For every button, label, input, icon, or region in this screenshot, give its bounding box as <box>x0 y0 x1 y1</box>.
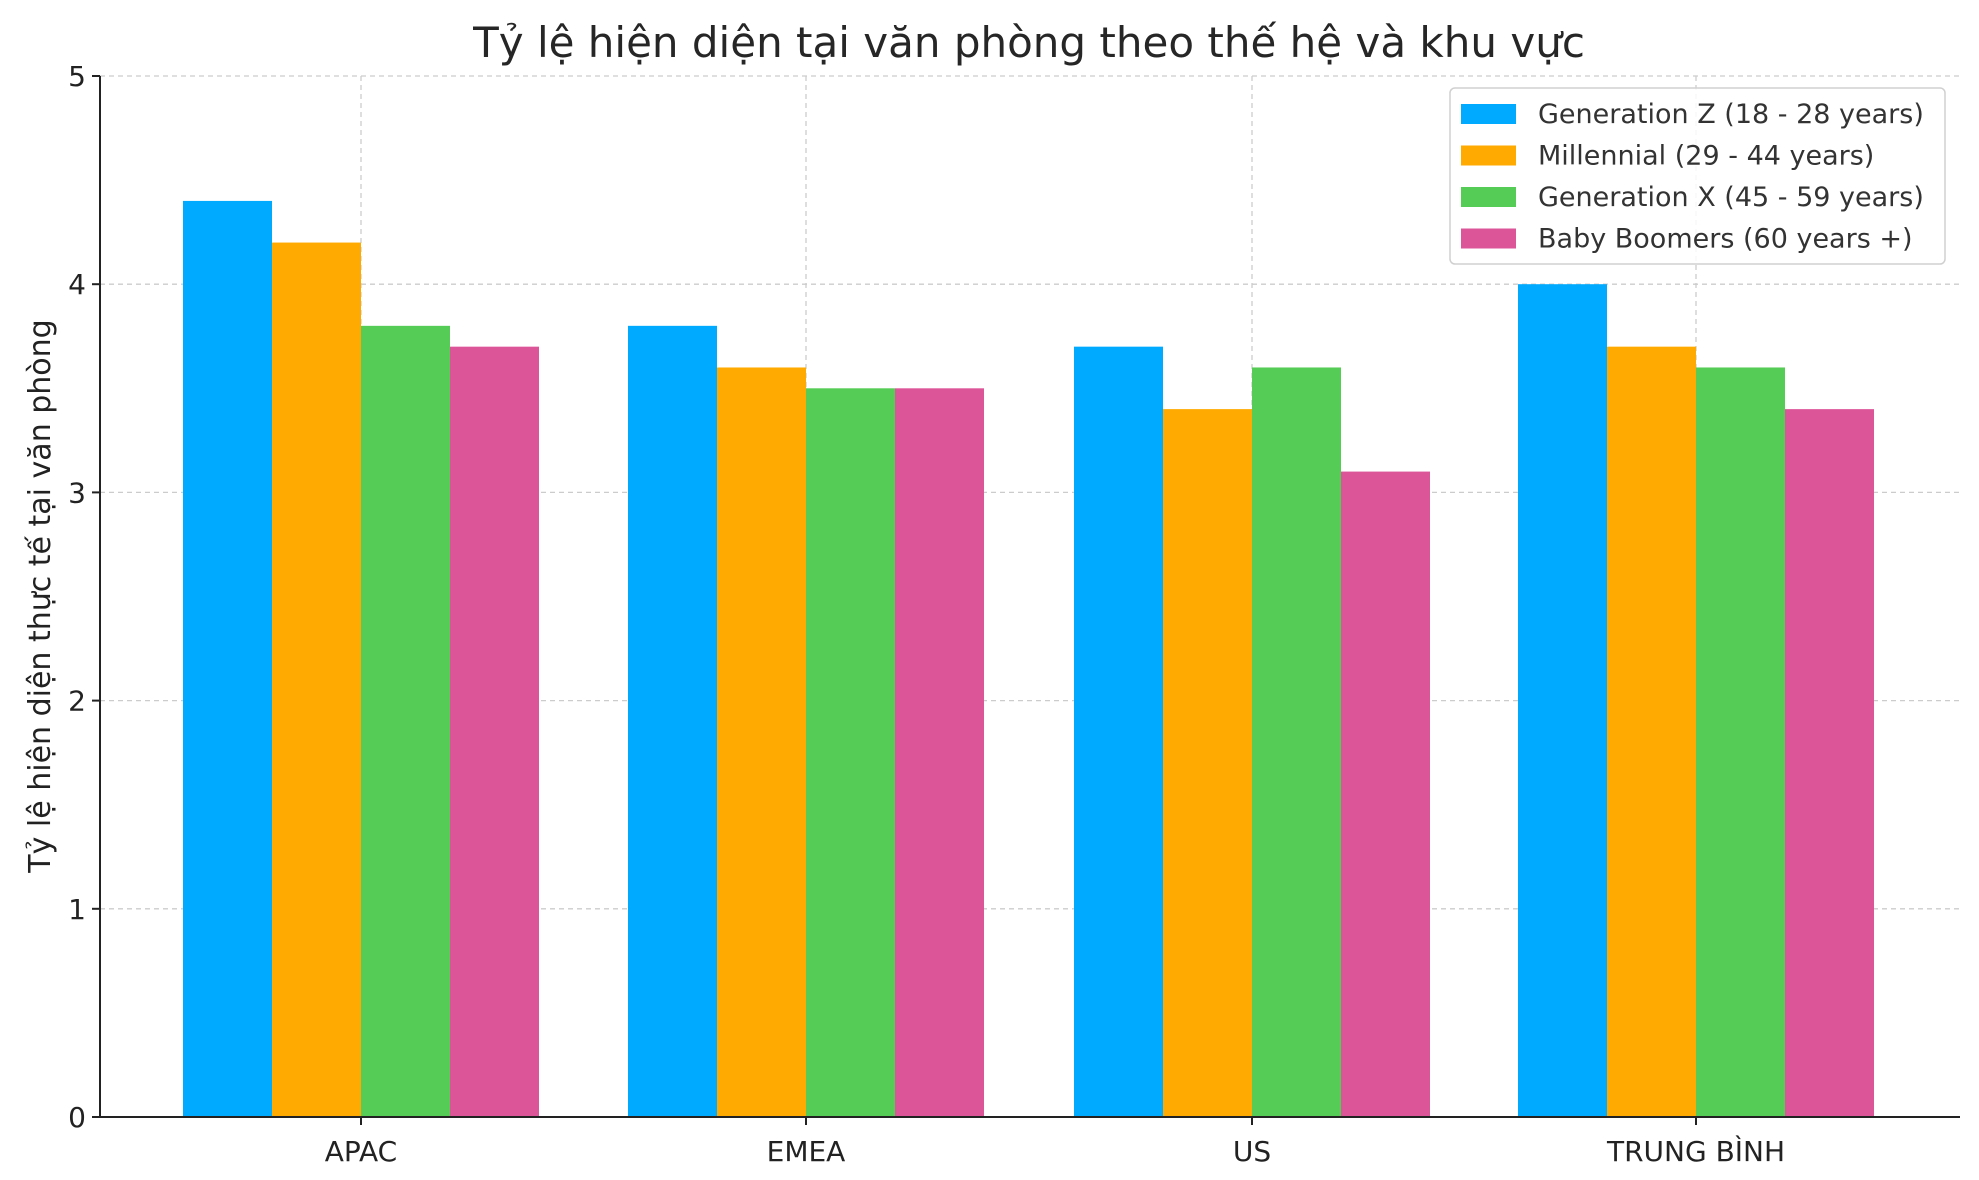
bar-apac-series-1 <box>272 242 361 1117</box>
legend-swatch <box>1461 187 1516 207</box>
bar-us-series-3 <box>1341 471 1430 1118</box>
bar-us-series-2 <box>1252 367 1341 1118</box>
legend-entry: Generation X (45 - 59 years) <box>1538 182 1924 213</box>
y-tick-label: 4 <box>68 268 86 301</box>
y-tick-label: 1 <box>68 893 86 926</box>
legend: Generation Z (18 - 28 years) Millennial (… <box>1449 87 1946 265</box>
bar-trung-bình-series-2 <box>1696 367 1785 1118</box>
y-tick-label: 2 <box>68 685 86 718</box>
x-tick-label: EMEA <box>767 1135 846 1168</box>
bar-emea-series-0 <box>628 325 717 1118</box>
chart-title: Tỷ lệ hiện diện tại văn phòng theo thế h… <box>472 18 1585 67</box>
y-tick-label: 0 <box>68 1101 86 1134</box>
bar-trung-bình-series-3 <box>1785 409 1874 1117</box>
x-tick-label: APAC <box>325 1135 397 1168</box>
bar-apac-series-0 <box>183 200 272 1118</box>
bar-us-series-0 <box>1074 346 1163 1117</box>
legend-entry: Generation Z (18 - 28 years) <box>1538 99 1924 130</box>
y-axis-label: Tỷ lệ hiện diện thực tế tại văn phòng <box>23 319 58 873</box>
legend-entry: Baby Boomers (60 years +) <box>1538 224 1913 255</box>
legend-swatch <box>1461 104 1516 124</box>
bar-emea-series-2 <box>806 388 895 1117</box>
bar-emea-series-1 <box>717 367 806 1118</box>
bar-apac-series-3 <box>450 346 539 1117</box>
x-tick-label: TRUNG BÌNH <box>1606 1134 1785 1168</box>
y-tick-label: 3 <box>68 476 86 509</box>
y-tick-label: 5 <box>68 60 86 93</box>
legend-swatch <box>1461 228 1516 249</box>
x-tick-label: US <box>1233 1135 1271 1168</box>
bar-trung-bình-series-0 <box>1518 284 1607 1117</box>
bar-emea-series-3 <box>895 388 984 1117</box>
bar-apac-series-2 <box>361 325 450 1118</box>
legend-box <box>1449 87 1946 265</box>
bar-us-series-1 <box>1163 409 1252 1117</box>
legend-swatch <box>1461 145 1516 166</box>
bar-trung-bình-series-1 <box>1607 346 1696 1117</box>
legend-entry: Millennial (29 - 44 years) <box>1538 141 1874 172</box>
